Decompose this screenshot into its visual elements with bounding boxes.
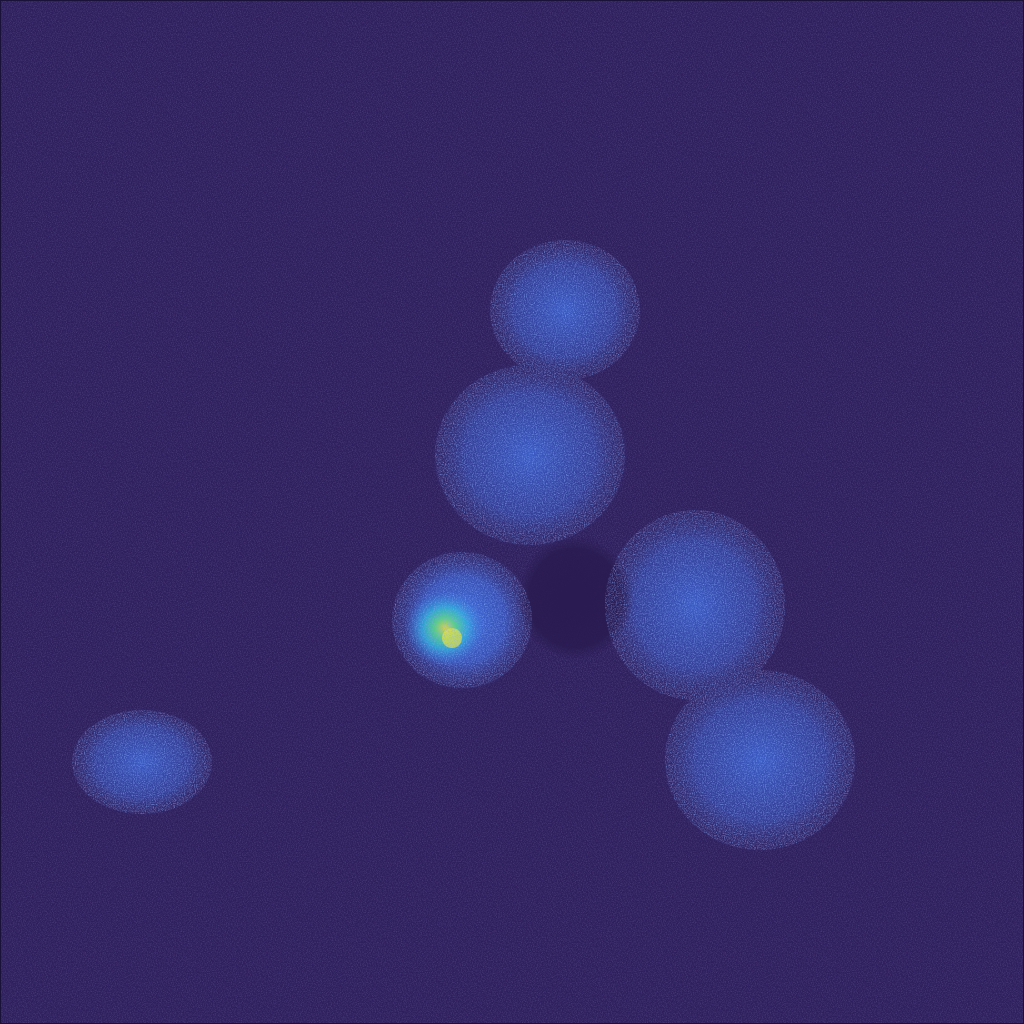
cell-clusters xyxy=(0,0,1024,1024)
speckle xyxy=(0,0,1024,1024)
page: (() => { const data = JSON.parse(documen… xyxy=(0,0,1024,1024)
image xyxy=(0,0,1024,1024)
